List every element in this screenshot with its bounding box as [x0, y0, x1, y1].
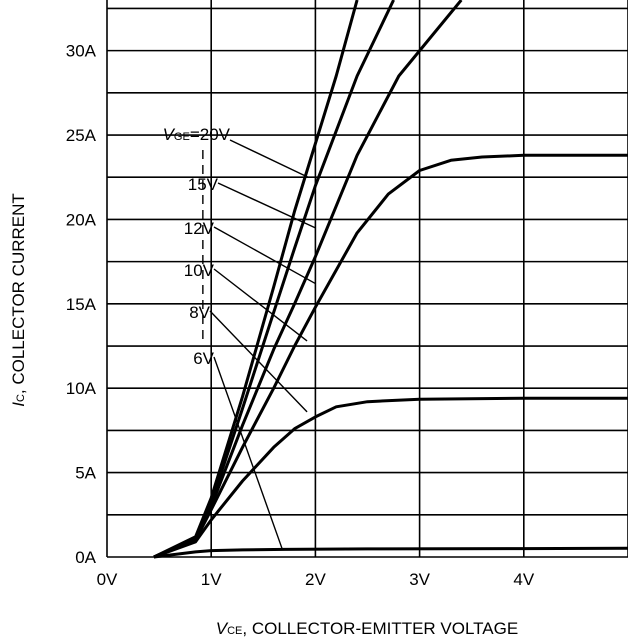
- series-label-20v: VGE=20V: [163, 125, 231, 144]
- series-label-8v: 8V: [189, 303, 210, 322]
- leader-10v: [213, 268, 308, 342]
- series-label-15v: 15V: [188, 175, 219, 194]
- x-tick-label: 0V: [97, 570, 118, 589]
- y-axis-title: IC, COLLECTOR CURRENT: [9, 193, 28, 407]
- x-tick-label: 1V: [201, 570, 222, 589]
- y-tick-label: 10A: [66, 379, 97, 398]
- x-tick-label: 3V: [409, 570, 430, 589]
- tick-labels: 0A 5A 10A 15A 20A 25A 30A 0V 1V 2V 3V 4V: [66, 42, 535, 589]
- leader-6v: [213, 356, 283, 549]
- curve-6v: [153, 546, 628, 559]
- y-tick-label: 15A: [66, 295, 97, 314]
- leader-15v: [217, 182, 316, 229]
- y-tick-label: 30A: [66, 42, 97, 61]
- leader-8v: [209, 310, 308, 413]
- y-tick-label: 25A: [66, 126, 97, 145]
- curve-10v: [153, 153, 628, 559]
- series-label-6v: 6V: [193, 349, 214, 368]
- y-axis-symbol: I: [9, 402, 28, 407]
- curves: [153, 0, 628, 559]
- label-leaders: [202, 139, 316, 549]
- y-axis-label: , COLLECTOR CURRENT: [9, 193, 28, 394]
- series-label-10v: 10V: [184, 261, 215, 280]
- curve-8v: [153, 396, 628, 559]
- param-symbol: V: [163, 125, 176, 144]
- leader-20v: [229, 139, 309, 178]
- y-tick-label: 0A: [75, 548, 96, 567]
- x-tick-label: 4V: [513, 570, 534, 589]
- x-axis-symbol: V: [216, 619, 229, 638]
- param-subscript: GE: [174, 131, 190, 143]
- x-axis-subscript: CE: [227, 625, 242, 637]
- x-axis-title: VCE, COLLECTOR-EMITTER VOLTAGE: [216, 619, 518, 638]
- x-axis-label: , COLLECTOR-EMITTER VOLTAGE: [242, 619, 518, 638]
- series-label-12v: 12V: [184, 219, 215, 238]
- y-tick-label: 20A: [66, 210, 97, 229]
- series-labels: VGE=20V 15V 12V 10V 8V 6V: [163, 125, 231, 368]
- y-tick-label: 5A: [75, 464, 96, 483]
- y-axis-subscript: C: [15, 394, 27, 402]
- leader-12v: [213, 226, 316, 285]
- param-eq: =20V: [190, 125, 231, 144]
- x-tick-label: 2V: [305, 570, 326, 589]
